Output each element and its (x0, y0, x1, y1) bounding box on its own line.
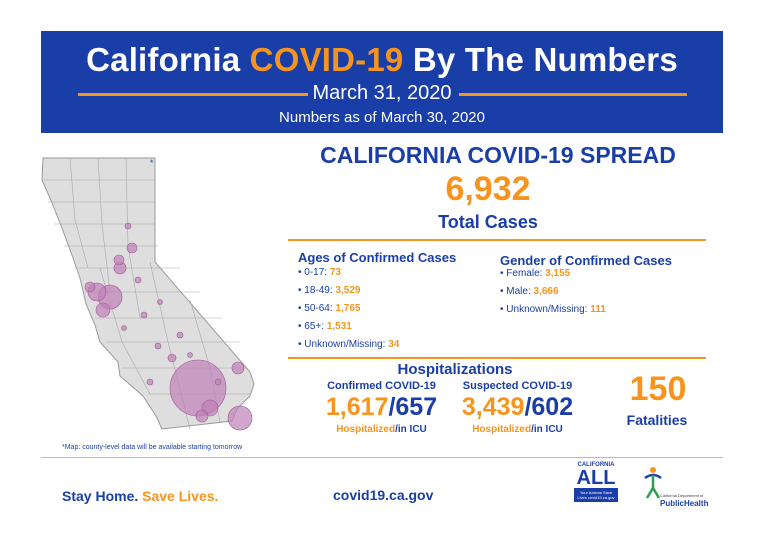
list-item: • 65+: 1,531 (298, 321, 352, 332)
footer-divider (41, 457, 723, 458)
title-highlight: COVID-19 (249, 41, 404, 78)
ages-list: • 0-17: 73 • 18-49: 3,529 • 50-64: 1,765… (298, 264, 399, 354)
spread-title: CALIFORNIA COVID-19 SPREAD (320, 142, 676, 168)
total-cases-number: 6,932 (445, 170, 531, 208)
list-item: • 0-17: 73 (298, 267, 341, 278)
map-footnote: *Map: county-level data will be availabl… (62, 444, 243, 451)
gender-list: • Female: 3,155 • Male: 3,666 • Unknown/… (500, 265, 606, 319)
map-asterisk: * (150, 158, 154, 168)
report-date: March 31, 2020 (312, 82, 452, 104)
list-item: • Unknown/Missing: 111 (500, 304, 606, 315)
title-prefix: California (86, 41, 250, 78)
list-item: • Female: 3,155 (500, 268, 571, 279)
list-item: • Unknown/Missing: 34 (298, 339, 400, 350)
confirmed-hospitalizations: Confirmed COVID-19 1,617/657 Hospitalize… (314, 380, 449, 435)
as-of-date: Numbers as of March 30, 2020 (279, 109, 485, 126)
cdph-logo: California Department of PublicHealth (642, 466, 722, 516)
banner-rule-left (78, 93, 308, 96)
suspected-hospitalizations: Suspected COVID-19 3,439/602 Hospitalize… (450, 380, 585, 435)
divider-top (288, 239, 706, 241)
california-all-logo: CALIFORNIA ALL Your Actions Save Lives c… (574, 462, 618, 520)
total-cases-label: Total Cases (438, 212, 538, 232)
fatalities-label: Fatalities (626, 412, 688, 428)
list-item: • 50-64: 1,765 (298, 303, 361, 314)
title-suffix: By The Numbers (403, 41, 678, 78)
case-bubbles (84, 222, 253, 431)
header-banner: California COVID-19 By The Numbers March… (41, 31, 723, 133)
suspected-caption: Hospitalized/in ICU (472, 424, 563, 435)
divider-middle (288, 357, 706, 359)
california-map: * (41, 157, 255, 431)
suspected-label: Suspected COVID-19 (462, 380, 573, 392)
confirmed-label: Confirmed COVID-19 (327, 380, 436, 392)
confirmed-figures: 1,617/657 (325, 393, 438, 421)
gender-heading: Gender of Confirmed Cases (500, 253, 672, 268)
banner-rule-right (459, 93, 687, 96)
fatalities-number: 150 (629, 370, 687, 408)
website-url[interactable]: covid19.ca.gov (333, 487, 434, 503)
suspected-figures: 3,439/602 (461, 393, 574, 421)
ages-heading: Ages of Confirmed Cases (298, 250, 457, 265)
cdph-figure-icon (644, 467, 662, 499)
list-item: • Male: 3,666 (500, 286, 559, 297)
confirmed-caption: Hospitalized/in ICU (336, 424, 427, 435)
stay-home-slogan: Stay Home. Save Lives. (62, 488, 219, 504)
page-title: California COVID-19 By The Numbers (41, 41, 723, 79)
hospitalizations-title: Hospitalizations (397, 361, 513, 378)
list-item: • 18-49: 3,529 (298, 285, 361, 296)
